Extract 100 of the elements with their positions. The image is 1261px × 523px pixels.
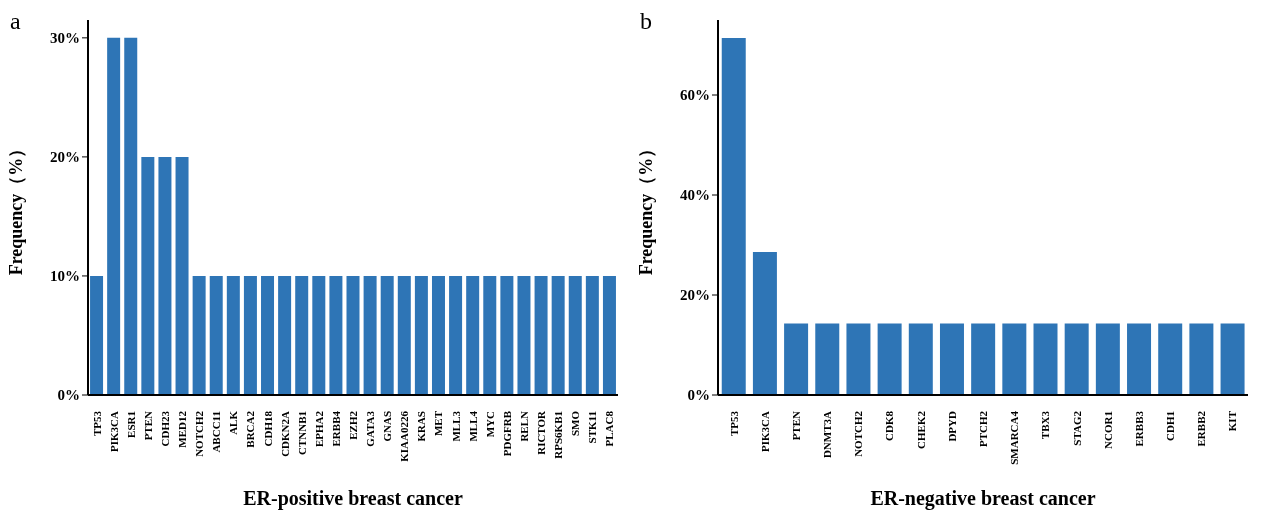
x-tick-label: PTCH2 xyxy=(977,410,989,448)
bar xyxy=(90,275,104,395)
bar xyxy=(243,275,257,395)
y-tick-label: 0% xyxy=(57,387,80,404)
x-tick-label: SMO xyxy=(569,410,582,437)
x-tick-label: RELN xyxy=(517,410,530,442)
bar xyxy=(721,38,746,395)
x-tick-label: ERBB3 xyxy=(1132,410,1145,447)
bar xyxy=(1033,323,1058,395)
x-tick-label: PDGFRB xyxy=(500,410,513,457)
y-tick-label: 20% xyxy=(680,287,710,304)
y-tick-label: 0% xyxy=(687,387,710,404)
bar xyxy=(1220,323,1245,395)
x-tick-label: CHEK2 xyxy=(914,410,927,449)
x-tick-label: DPYD xyxy=(945,410,958,442)
x-tick-label: DNMT3A xyxy=(821,410,834,459)
x-tick-label: ABCC11 xyxy=(210,411,223,453)
x-tick-label: STK11 xyxy=(586,411,599,444)
y-tick-label: 30% xyxy=(50,30,80,47)
bar xyxy=(363,275,377,395)
bar xyxy=(449,275,463,395)
x-tick-label: CDH1 xyxy=(1164,411,1177,441)
y-tick-label: 10% xyxy=(50,268,80,285)
bar xyxy=(784,323,809,395)
bar xyxy=(1064,323,1089,395)
x-tick-label: ERBB2 xyxy=(1195,410,1208,447)
bar xyxy=(534,275,548,395)
x-tick-label: ALK xyxy=(227,410,240,435)
x-tick-label: NCOR1 xyxy=(1101,411,1114,449)
x-tick-label: PIK3CA xyxy=(758,410,771,452)
x-tick-label: BRCA2 xyxy=(244,410,257,448)
bar xyxy=(141,156,155,395)
bar xyxy=(846,323,871,395)
bar xyxy=(908,323,933,395)
bar xyxy=(261,275,275,395)
x-axis-title: ER-negative breast cancer xyxy=(870,487,1096,510)
bar xyxy=(1158,323,1183,395)
bar xyxy=(1002,323,1027,395)
y-tick-label: 60% xyxy=(680,87,710,104)
x-tick-label: ESR1 xyxy=(124,411,137,438)
x-tick-label: EZH2 xyxy=(347,410,359,440)
bar xyxy=(107,37,121,395)
x-tick-label: CDKN2A xyxy=(278,410,291,457)
x-tick-label: TP53 xyxy=(727,410,740,437)
x-tick-label: MED12 xyxy=(176,410,189,448)
x-tick-label: MET xyxy=(432,410,445,437)
bar xyxy=(1095,323,1120,395)
x-tick-label: GATA3 xyxy=(364,410,377,447)
bar xyxy=(158,156,172,395)
bar xyxy=(971,323,996,395)
x-tick-label: RPS6KB1 xyxy=(552,411,565,459)
bar xyxy=(1189,323,1214,395)
x-tick-label: CDK8 xyxy=(883,410,896,441)
x-tick-label: KRAS xyxy=(415,411,428,442)
x-axis-title: ER-positive breast cancer xyxy=(243,487,463,510)
bar xyxy=(483,275,497,395)
x-tick-label: PTEN xyxy=(789,410,802,441)
bar xyxy=(585,275,599,395)
bar xyxy=(752,252,777,395)
y-tick-label: 20% xyxy=(50,149,80,166)
x-tick-label: SMARCA4 xyxy=(1008,410,1021,465)
x-tick-label: MLL4 xyxy=(466,410,479,442)
bar xyxy=(517,275,531,395)
x-tick-label: PLAC8 xyxy=(603,410,616,447)
bar xyxy=(397,275,411,395)
x-tick-label: KIT xyxy=(1226,410,1239,432)
bar xyxy=(815,323,840,395)
bar xyxy=(175,156,189,395)
y-axis-title: Frequency（%） xyxy=(6,139,27,276)
bar xyxy=(226,275,240,395)
x-tick-label: CDH23 xyxy=(158,410,171,447)
x-tick-label: NOTCH2 xyxy=(193,410,206,457)
x-tick-label: PTEN xyxy=(141,410,154,441)
x-tick-label: ERBB4 xyxy=(329,410,342,447)
x-tick-label: GNAS xyxy=(381,411,394,442)
x-tick-label: MLL3 xyxy=(449,410,462,442)
bar xyxy=(877,323,902,395)
x-tick-label: MYC xyxy=(483,410,496,438)
bar xyxy=(380,275,394,395)
bar xyxy=(278,275,292,395)
x-tick-label: STAG2 xyxy=(1070,410,1083,446)
y-tick-label: 40% xyxy=(680,187,710,204)
text: a xyxy=(10,8,21,35)
bar xyxy=(939,323,964,395)
x-tick-label: RICTOR xyxy=(535,409,548,455)
bar xyxy=(466,275,480,395)
x-tick-label: TBX3 xyxy=(1039,410,1052,440)
x-tick-label: CDH18 xyxy=(261,410,274,447)
text: b xyxy=(640,8,652,35)
bar xyxy=(192,275,206,395)
x-tick-label: EPHA2 xyxy=(312,410,325,448)
x-tick-label: KIAA0226 xyxy=(398,410,411,462)
bar xyxy=(209,275,223,395)
x-tick-label: PIK3CA xyxy=(107,410,120,452)
bar xyxy=(602,275,616,395)
x-tick-label: TP53 xyxy=(90,410,103,437)
bar xyxy=(295,275,309,395)
y-axis-title: Frequency（%） xyxy=(636,139,657,276)
x-tick-label: CTNNB1 xyxy=(295,411,308,456)
x-tick-label: NOTCH2 xyxy=(852,410,865,457)
